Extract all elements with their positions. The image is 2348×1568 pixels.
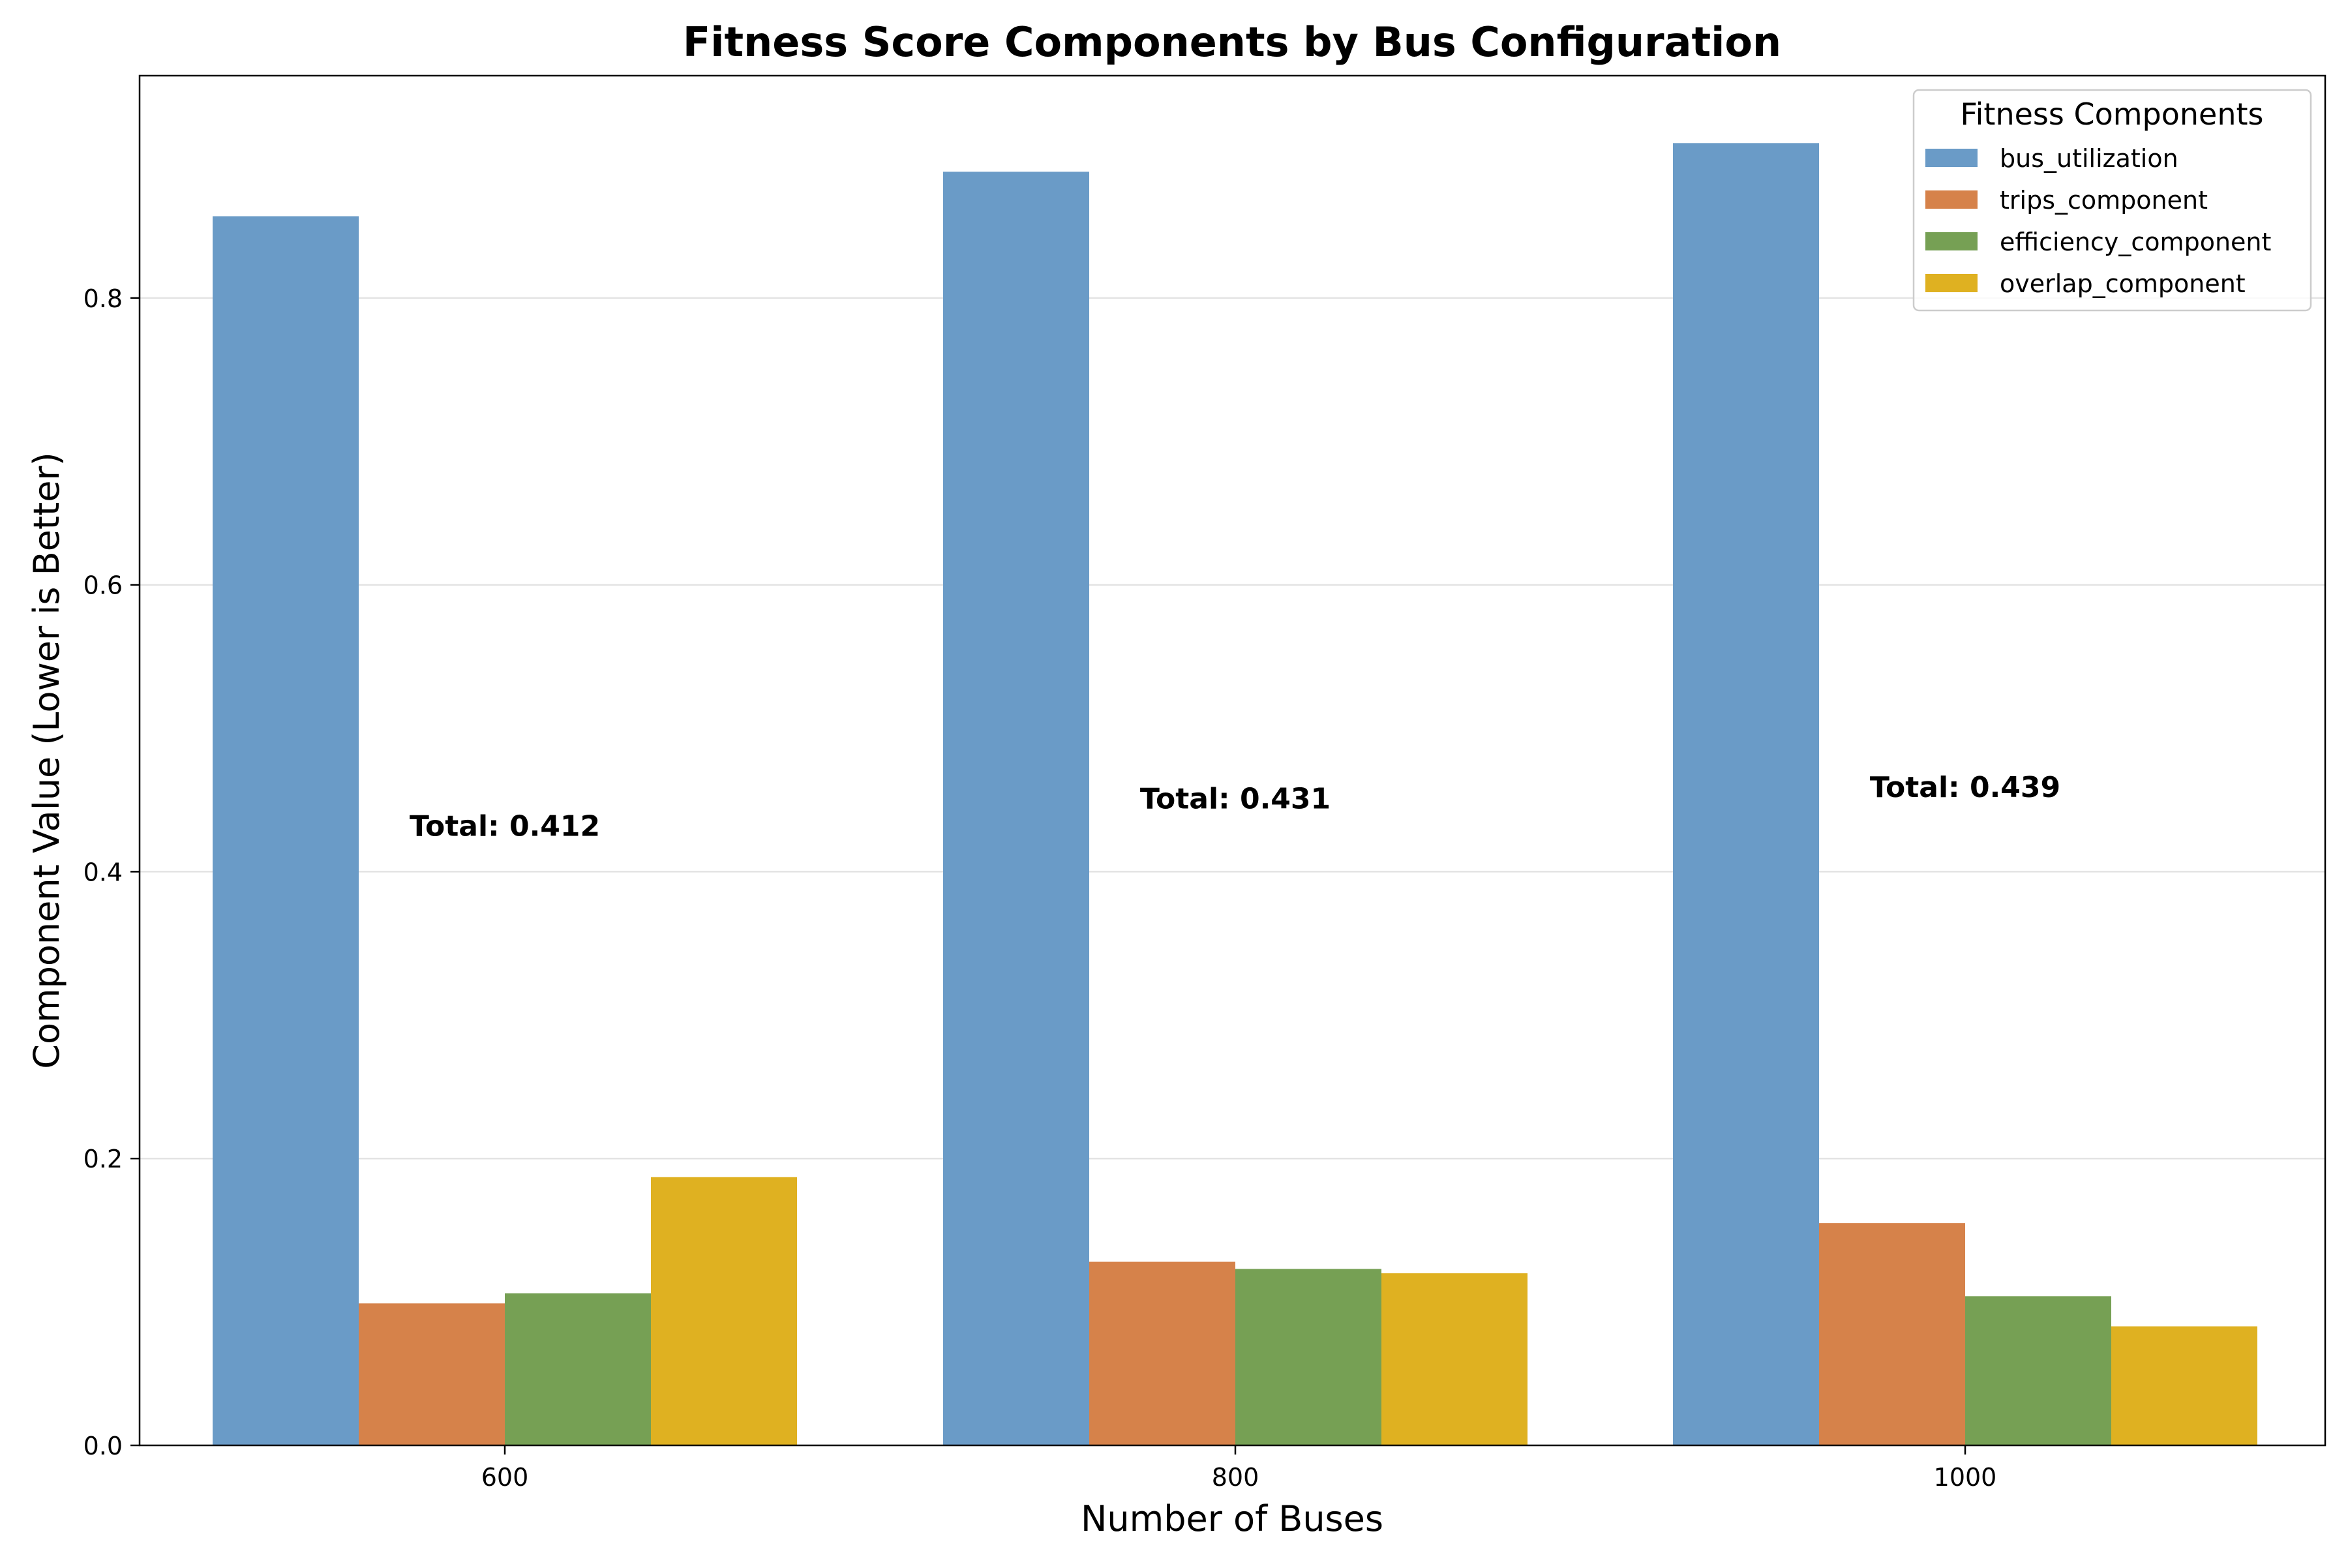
x-tick-label-1000: 1000: [1934, 1463, 1997, 1492]
total-label-1000: Total: 0.439: [1870, 771, 2060, 804]
bars: [213, 143, 2257, 1446]
bar-efficiency_component-600: [505, 1293, 651, 1445]
legend-label-efficiency_component: efficiency_component: [2000, 228, 2271, 256]
x-axis-label: Number of Buses: [1081, 1498, 1383, 1539]
y-tick-label-3: 0.6: [83, 571, 123, 600]
legend-label-trips_component: trips_component: [2000, 186, 2208, 215]
legend-swatch-bus_utilization: [1925, 149, 1978, 167]
y-axis: 0.0 0.2 0.4 0.6 0.8: [83, 284, 140, 1460]
bar-trips_component-800: [1089, 1261, 1235, 1445]
bar-bus_utilization-800: [943, 172, 1089, 1445]
y-tick-label-2: 0.4: [83, 858, 123, 886]
bar-efficiency_component-800: [1235, 1269, 1381, 1445]
bar-bus_utilization-1000: [1673, 143, 1819, 1445]
legend-title: Fitness Components: [1961, 97, 2264, 132]
legend: Fitness Components bus_utilization trips_…: [1912, 89, 2312, 312]
legend-swatch-overlap_component: [1925, 274, 1978, 292]
legend-items: bus_utilization trips_component efficiency…: [1925, 144, 2271, 298]
total-labels: Total: 0.412 Total: 0.431 Total: 0.439: [410, 771, 2060, 843]
chart-title: Fitness Score Components by Bus Configur…: [683, 18, 1781, 66]
bar-trips_component-600: [359, 1303, 505, 1445]
y-tick-label-4: 0.8: [83, 284, 123, 313]
y-axis-label: Component Value (Lower is Better): [26, 452, 67, 1069]
legend-label-overlap_component: overlap_component: [2000, 269, 2246, 298]
bar-trips_component-1000: [1819, 1223, 1965, 1445]
bar-overlap_component-800: [1381, 1273, 1528, 1445]
bar-bus_utilization-600: [213, 216, 359, 1446]
y-tick-label-0: 0.0: [83, 1432, 123, 1460]
plot-frame: [138, 74, 2326, 1447]
x-tick-label-600: 600: [481, 1463, 529, 1492]
legend-label-bus_utilization: bus_utilization: [2000, 144, 2178, 173]
total-label-600: Total: 0.412: [410, 809, 600, 843]
total-label-800: Total: 0.431: [1140, 783, 1331, 816]
x-tick-label-800: 800: [1212, 1463, 1259, 1492]
bar-efficiency_component-1000: [1965, 1296, 2111, 1445]
legend-swatch-trips_component: [1925, 190, 1978, 209]
legend-swatch-efficiency_component: [1925, 232, 1978, 250]
bar-overlap_component-600: [651, 1177, 797, 1445]
x-axis: 600 800 1000: [481, 1445, 1997, 1492]
y-tick-label-1: 0.2: [83, 1145, 123, 1173]
bar-overlap_component-1000: [2111, 1326, 2257, 1445]
legend-frame: [1912, 89, 2312, 312]
